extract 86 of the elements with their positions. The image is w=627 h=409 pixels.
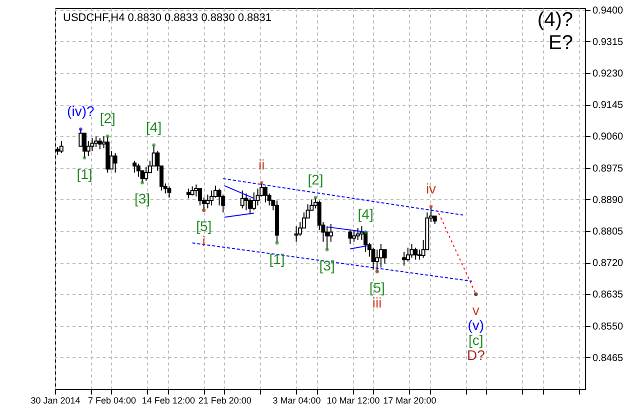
candlestick <box>371 247 376 270</box>
point <box>78 127 82 131</box>
candlestick <box>90 138 94 152</box>
y-tick-label: 0.9315 <box>592 36 624 48</box>
y-tick-label: 0.8805 <box>592 226 624 238</box>
series-label: v <box>472 302 480 318</box>
candlestick <box>356 228 360 240</box>
y-tick-label: 0.9230 <box>592 68 624 80</box>
series-label: iii <box>372 294 382 311</box>
candlestick <box>144 166 148 182</box>
point <box>260 180 264 184</box>
series-label: [2] <box>308 172 324 188</box>
series-label: [1] <box>269 250 285 267</box>
y-tick-label: 0.8975 <box>592 163 624 174</box>
point <box>82 156 86 160</box>
x-tick-label: 7 Feb 04:00 <box>88 396 136 406</box>
candlestick <box>325 226 330 250</box>
series-label: [4] <box>146 119 162 136</box>
x-tick-label: 30 Jan 2014 <box>30 396 80 406</box>
candlestick <box>352 229 356 242</box>
point <box>429 204 433 208</box>
candlestick <box>240 190 244 209</box>
candlestick <box>94 136 98 148</box>
candlestick <box>194 184 198 197</box>
candlestick <box>378 244 383 268</box>
chart-title: USDCHF,H4 0.8830 0.8833 0.8830 0.8831 <box>63 12 272 24</box>
candlestick <box>136 163 140 178</box>
candlestick <box>252 192 256 211</box>
point <box>140 180 144 184</box>
candlestick <box>186 188 190 199</box>
series-label: (iv)? <box>67 103 94 120</box>
candlestick <box>256 188 260 206</box>
y-tick-label: 0.9400 <box>592 5 624 16</box>
candlestick <box>410 244 414 258</box>
point <box>314 196 318 200</box>
y-tick-label: 0.9145 <box>592 100 624 112</box>
series-label: (v) <box>468 317 484 334</box>
series-label: [3] <box>319 258 335 274</box>
x-tick-label: 10 Mar 12:00 <box>326 396 380 406</box>
candlestick <box>167 186 172 198</box>
series-label: ii <box>258 156 265 173</box>
candlestick <box>113 152 118 174</box>
series-label: [5] <box>369 280 385 296</box>
candlestick <box>328 223 333 242</box>
y-tick-label: 0.8550 <box>592 321 624 332</box>
candlestick <box>348 229 352 245</box>
candlestick <box>402 251 406 266</box>
text: D? <box>466 347 486 364</box>
y-tick-label: 0.8720 <box>592 258 624 270</box>
candlestick <box>132 160 137 174</box>
x-tick-label: 3 Mar 04:00 <box>272 396 321 406</box>
series-label: i <box>202 233 206 250</box>
candlestick <box>244 192 248 211</box>
candlestick <box>98 138 102 150</box>
candlestick <box>414 247 418 260</box>
series-label: [1] <box>76 166 92 182</box>
candlestick <box>382 249 387 264</box>
candlestick <box>248 198 252 215</box>
text: [c] <box>468 332 484 348</box>
series-label: [5] <box>196 218 212 234</box>
point <box>325 248 329 252</box>
y-tick-label: 0.8890 <box>592 194 624 206</box>
annotation: (4)? <box>537 9 573 31</box>
annotation: E? <box>548 32 573 54</box>
candlestick <box>263 186 268 203</box>
candlestick <box>59 140 64 154</box>
point <box>152 143 156 147</box>
point <box>106 134 110 138</box>
candlestick <box>294 226 298 242</box>
x-tick-label: 17 Mar 20:00 <box>383 396 436 406</box>
point <box>275 241 279 245</box>
series-label: iv <box>426 180 436 196</box>
y-tick-label: 0.8465 <box>592 352 624 364</box>
candlestick <box>206 194 210 209</box>
x-tick-label: 14 Feb 12:00 <box>142 396 195 406</box>
y-tick-label: 0.8635 <box>592 290 624 301</box>
candlestick <box>82 132 87 158</box>
candlestick <box>417 249 422 260</box>
x-tick-label: 21 Feb 20:00 <box>198 396 252 406</box>
candlestick <box>198 188 202 206</box>
series-label: [4] <box>358 206 374 222</box>
series-label: [2] <box>100 110 116 126</box>
point <box>364 230 368 234</box>
candlestick <box>406 247 410 262</box>
y-tick-label: 0.9060 <box>592 132 624 143</box>
series-label: [3] <box>134 190 150 207</box>
